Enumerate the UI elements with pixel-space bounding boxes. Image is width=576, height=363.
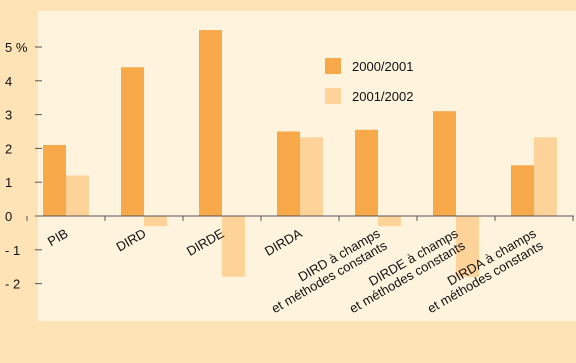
bar-series2-3 xyxy=(300,137,323,216)
bar-series2-4 xyxy=(378,216,401,227)
bar-series1-1 xyxy=(121,67,144,216)
bar-series1-5 xyxy=(433,111,456,216)
y-tick-label: 5 % xyxy=(5,40,28,55)
legend-swatch xyxy=(325,58,341,74)
bar-series1-2 xyxy=(199,30,222,216)
legend-label: 2000/2001 xyxy=(352,59,413,74)
y-tick-labels: 5 % 4 3 2 1 0 - 1 - 2 xyxy=(5,40,28,292)
legend-swatch xyxy=(325,88,341,104)
legend: 2000/2001 2001/2002 xyxy=(325,58,413,104)
y-tick-label: 1 xyxy=(5,175,12,190)
y-tick-label: - 1 xyxy=(5,243,20,258)
bar-series1-6 xyxy=(511,165,534,216)
bar-series2-2 xyxy=(222,216,245,277)
bar-series1-3 xyxy=(277,131,300,216)
legend-label: 2001/2002 xyxy=(352,89,413,104)
y-tick-label: 3 xyxy=(5,108,12,123)
bar-series2-1 xyxy=(144,216,167,227)
y-tick-label: 0 xyxy=(5,209,12,224)
bar-series1-0 xyxy=(43,145,66,216)
bar-series2-5 xyxy=(456,216,479,277)
bar-series2-6 xyxy=(534,137,557,216)
bar-series2-0 xyxy=(66,175,89,216)
y-tick-label: 2 xyxy=(5,141,12,156)
y-tick-label: 4 xyxy=(5,74,12,89)
bars-group xyxy=(43,30,557,277)
y-tick-label: - 2 xyxy=(5,277,20,292)
bar-series1-4 xyxy=(355,129,378,216)
axes-group xyxy=(26,46,574,285)
